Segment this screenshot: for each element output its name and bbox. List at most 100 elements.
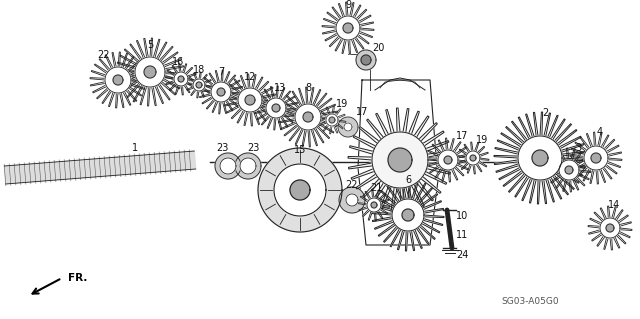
Polygon shape xyxy=(272,104,280,112)
Text: 23: 23 xyxy=(216,143,228,153)
Polygon shape xyxy=(372,132,428,188)
Text: 22: 22 xyxy=(346,180,358,190)
Text: 19: 19 xyxy=(476,135,488,145)
Text: 3: 3 xyxy=(575,143,581,153)
Polygon shape xyxy=(367,198,381,212)
Text: 5: 5 xyxy=(147,40,153,50)
Polygon shape xyxy=(174,72,188,86)
Text: 1: 1 xyxy=(132,143,138,153)
Text: 21: 21 xyxy=(370,183,382,193)
Polygon shape xyxy=(591,153,601,163)
Polygon shape xyxy=(470,155,476,161)
Polygon shape xyxy=(254,86,298,130)
Text: 14: 14 xyxy=(608,200,620,210)
Polygon shape xyxy=(211,82,231,102)
Polygon shape xyxy=(258,148,342,232)
Polygon shape xyxy=(116,38,184,106)
Text: 2: 2 xyxy=(542,108,548,118)
Polygon shape xyxy=(346,194,358,206)
Text: 4: 4 xyxy=(597,127,603,137)
Text: SG03-A05G0: SG03-A05G0 xyxy=(501,298,559,307)
Polygon shape xyxy=(322,2,374,54)
Polygon shape xyxy=(570,132,622,184)
Text: 12: 12 xyxy=(244,72,256,82)
Polygon shape xyxy=(588,206,632,250)
Polygon shape xyxy=(113,75,123,85)
Polygon shape xyxy=(266,98,286,118)
Text: 24: 24 xyxy=(456,250,468,260)
Text: 13: 13 xyxy=(274,83,286,93)
Polygon shape xyxy=(361,55,371,65)
Polygon shape xyxy=(565,166,573,174)
Text: FR.: FR. xyxy=(68,273,88,283)
Text: 17: 17 xyxy=(456,131,468,141)
Polygon shape xyxy=(532,150,548,166)
Polygon shape xyxy=(402,209,414,221)
Polygon shape xyxy=(90,52,146,108)
Polygon shape xyxy=(303,112,313,122)
Polygon shape xyxy=(215,153,241,179)
Polygon shape xyxy=(326,114,338,126)
Polygon shape xyxy=(290,180,310,200)
Text: 16: 16 xyxy=(172,57,184,67)
Text: 23: 23 xyxy=(247,143,259,153)
Polygon shape xyxy=(343,23,353,33)
Polygon shape xyxy=(600,218,620,238)
Text: 10: 10 xyxy=(456,211,468,221)
Polygon shape xyxy=(217,88,225,96)
Polygon shape xyxy=(606,224,614,232)
Text: 19: 19 xyxy=(336,99,348,109)
Text: 17: 17 xyxy=(356,107,368,117)
Polygon shape xyxy=(371,202,377,208)
Polygon shape xyxy=(518,136,562,180)
Polygon shape xyxy=(392,199,424,231)
Polygon shape xyxy=(358,189,390,221)
Polygon shape xyxy=(358,80,438,245)
Polygon shape xyxy=(238,88,262,112)
Polygon shape xyxy=(245,95,255,105)
Polygon shape xyxy=(457,142,489,174)
Polygon shape xyxy=(438,150,458,170)
Polygon shape xyxy=(329,117,335,123)
Polygon shape xyxy=(356,50,376,70)
Polygon shape xyxy=(4,151,196,184)
Text: 18: 18 xyxy=(193,65,205,75)
Polygon shape xyxy=(278,87,338,147)
Polygon shape xyxy=(199,70,243,114)
Polygon shape xyxy=(336,16,360,40)
Polygon shape xyxy=(196,82,202,88)
Text: 6: 6 xyxy=(405,175,411,185)
Text: 20: 20 xyxy=(372,43,384,53)
Polygon shape xyxy=(466,151,480,165)
Polygon shape xyxy=(559,160,579,180)
Polygon shape xyxy=(240,158,256,174)
Polygon shape xyxy=(584,146,608,170)
Polygon shape xyxy=(339,187,365,213)
Text: 8: 8 xyxy=(305,83,311,93)
Polygon shape xyxy=(295,104,321,130)
Polygon shape xyxy=(105,67,131,93)
Polygon shape xyxy=(235,153,261,179)
Polygon shape xyxy=(193,79,205,91)
Polygon shape xyxy=(547,148,591,192)
Text: 7: 7 xyxy=(218,67,224,77)
Polygon shape xyxy=(220,158,236,174)
Polygon shape xyxy=(344,123,352,131)
Polygon shape xyxy=(178,76,184,82)
Polygon shape xyxy=(186,72,212,98)
Text: 22: 22 xyxy=(98,50,110,60)
Polygon shape xyxy=(224,74,276,126)
Polygon shape xyxy=(274,164,326,216)
Polygon shape xyxy=(348,108,452,212)
Text: 9: 9 xyxy=(345,0,351,10)
Polygon shape xyxy=(494,112,586,204)
Polygon shape xyxy=(372,179,444,251)
Text: 15: 15 xyxy=(294,145,306,155)
Polygon shape xyxy=(388,148,412,172)
Polygon shape xyxy=(338,117,358,137)
Polygon shape xyxy=(144,66,156,78)
Polygon shape xyxy=(444,156,452,164)
Polygon shape xyxy=(165,63,197,95)
Polygon shape xyxy=(318,106,346,134)
Text: 11: 11 xyxy=(456,230,468,240)
